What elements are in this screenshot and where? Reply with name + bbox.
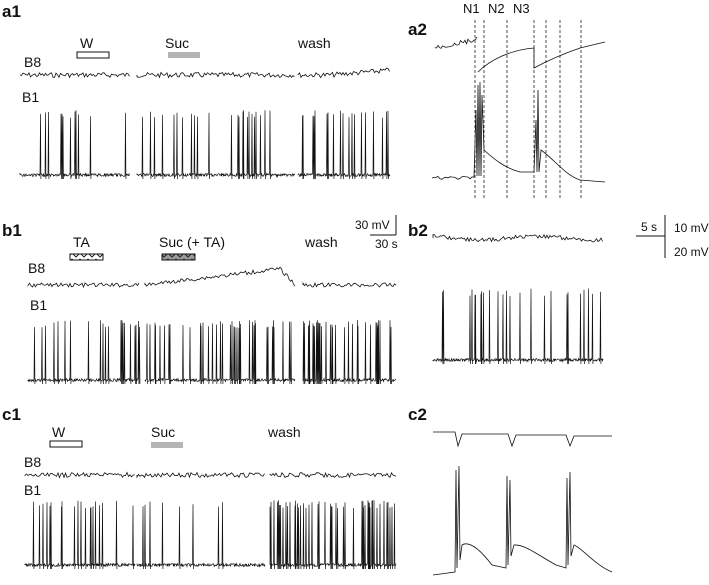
phase-dashed-lines	[474, 20, 582, 200]
scale-time-5s: 5 s	[641, 220, 657, 234]
condition-label-suc: Suc	[151, 424, 175, 440]
condition-label-w: W	[52, 424, 66, 440]
panel-a2: a2 N1 N2 N3	[408, 1, 606, 200]
scale-bar-right: 5 s 10 mV 20 mV	[636, 215, 709, 259]
stimulus-bar-suc-ta	[161, 253, 196, 261]
stimulus-bar-sucrose	[168, 52, 200, 58]
b8-trace-expanded	[433, 431, 612, 448]
panel-label-a1: a1	[2, 2, 21, 21]
neuron-label-n2: N2	[488, 1, 505, 16]
scale-voltage-20mv: 20 mV	[674, 245, 709, 259]
b1-trace-expanded	[432, 465, 613, 576]
stimulus-bar-sucrose	[151, 442, 183, 448]
stimulus-bar-water	[49, 440, 83, 448]
b1-trace-expanded	[432, 288, 604, 365]
panel-c2: c2	[408, 405, 613, 576]
panel-label-c1: c1	[2, 405, 21, 424]
b1-trace-expanded	[431, 81, 606, 183]
condition-label-wash: wash	[267, 424, 301, 440]
trace-label-b1: B1	[24, 482, 41, 498]
trace-label-b8: B8	[24, 454, 41, 470]
scale-voltage-30mv: 30 mV	[355, 218, 390, 232]
panel-b2: b2	[408, 221, 604, 365]
b8-trace	[24, 471, 397, 479]
panel-c1: c1 W Suc wash B8 B1	[2, 405, 397, 570]
scale-voltage-10mv: 10 mV	[674, 221, 709, 235]
b8-trace-expanded	[434, 36, 606, 73]
neuron-label-n3: N3	[513, 1, 530, 16]
neuron-label-n1: N1	[463, 1, 480, 16]
panel-label-b1: b1	[2, 221, 22, 240]
b1-trace	[27, 320, 397, 385]
panel-label-b2: b2	[408, 221, 428, 240]
stimulus-bar-water	[76, 51, 110, 59]
panel-label-c2: c2	[408, 405, 427, 424]
condition-label-suc-ta: Suc (+ TA)	[159, 234, 225, 250]
panel-label-a2: a2	[408, 20, 427, 39]
panel-b1: b1 TA Suc (+ TA) wash B8 B1	[2, 221, 397, 385]
trace-label-b8: B8	[24, 54, 41, 70]
b1-trace	[24, 500, 397, 570]
condition-label-wash: wash	[297, 35, 331, 51]
scale-time-30s: 30 s	[375, 237, 398, 251]
condition-label-suc: Suc	[165, 35, 189, 51]
trace-label-b8: B8	[28, 260, 45, 276]
condition-label-w: W	[80, 35, 94, 51]
b8-trace	[19, 67, 390, 79]
panel-a1: a1 W Suc wash B8 B1	[2, 2, 391, 180]
condition-label-wash: wash	[304, 234, 338, 250]
b1-trace	[19, 110, 391, 180]
trace-label-b1: B1	[22, 89, 39, 105]
scale-bar-left: 30 mV 30 s	[355, 215, 398, 251]
b8-trace-expanded	[432, 233, 603, 243]
stimulus-bar-ta	[69, 253, 104, 261]
trace-label-b1: B1	[30, 297, 47, 313]
condition-label-ta: TA	[73, 234, 91, 250]
b8-trace	[27, 266, 397, 289]
